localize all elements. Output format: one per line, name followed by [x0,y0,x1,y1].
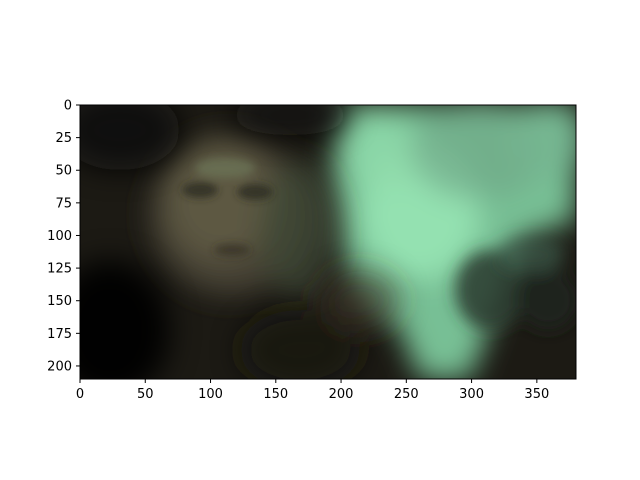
x-tick-label: 0 [76,387,84,402]
x-tick-label: 200 [329,387,354,402]
y-tick-label: 0 [64,99,72,114]
x-tick-label: 100 [198,387,223,402]
axes-frame [79,104,577,380]
x-axis: 0 50 100 150 200 250 300 350 [76,379,549,402]
y-tick-label: 75 [55,196,72,211]
x-tick-label: 300 [459,387,484,402]
y-tick-label: 100 [47,229,72,244]
y-tick-label: 50 [55,164,72,179]
x-tick-label: 350 [524,387,549,402]
y-tick-label: 175 [47,327,72,342]
x-tick-label: 250 [394,387,419,402]
y-tick-label: 200 [47,359,72,374]
y-tick-label: 125 [47,262,72,277]
y-tick-label: 25 [55,131,72,146]
blurry-photo [80,105,576,379]
y-tick-label: 150 [47,294,72,309]
x-tick-label: 150 [263,387,288,402]
x-tick-label: 50 [137,387,154,402]
y-axis: 0 25 50 75 100 125 150 175 200 [47,99,80,374]
